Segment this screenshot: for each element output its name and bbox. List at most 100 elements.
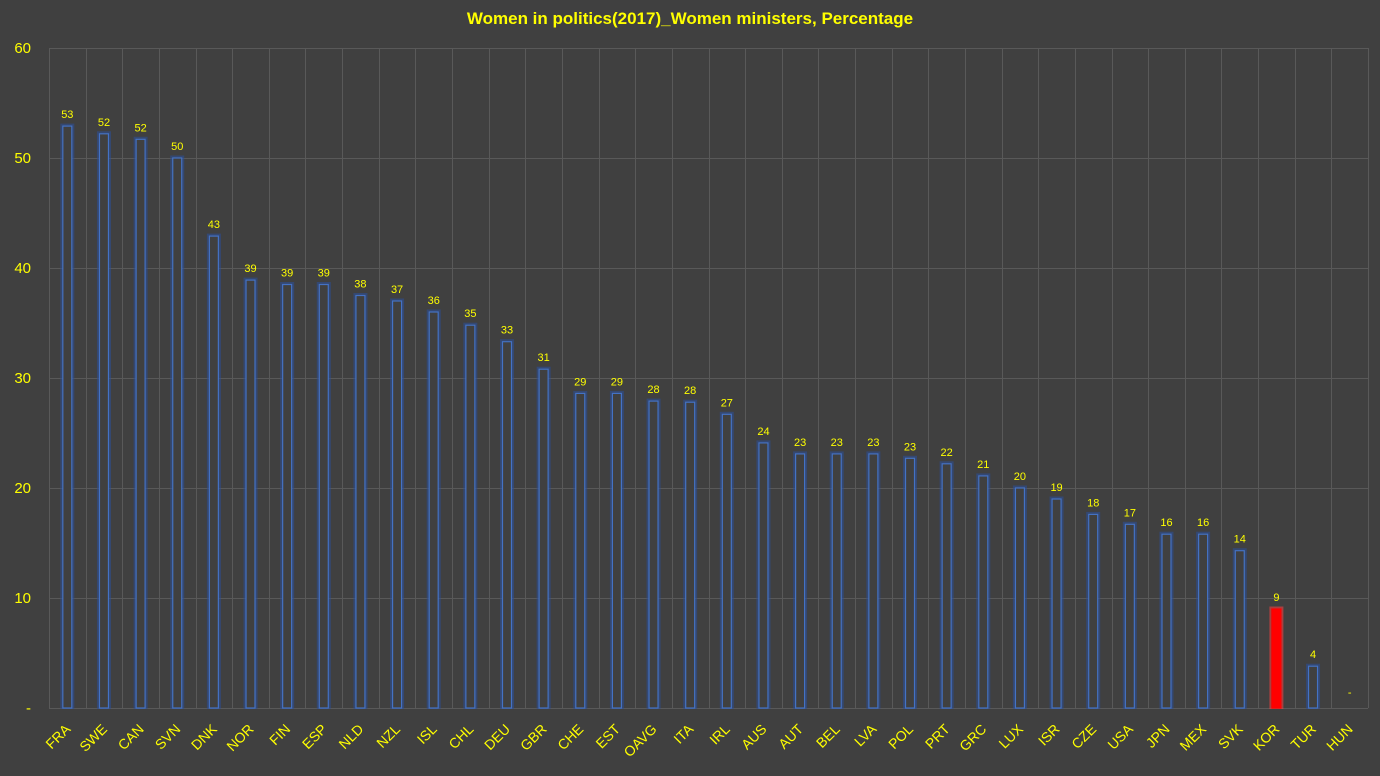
data-label: 16 bbox=[1160, 517, 1172, 529]
bar-oavg bbox=[648, 400, 659, 709]
y-tick-label: - bbox=[26, 700, 31, 717]
bar-usa bbox=[1124, 523, 1135, 709]
x-tick-label: GBR bbox=[517, 721, 550, 754]
x-tick-label: HUN bbox=[1323, 721, 1356, 754]
x-tick-label: ISR bbox=[1035, 721, 1063, 749]
x-tick-label: EST bbox=[592, 720, 623, 751]
bar-nzl bbox=[391, 300, 403, 709]
bar-che bbox=[575, 392, 586, 709]
bar-gbr bbox=[538, 368, 549, 709]
bar-lva bbox=[868, 453, 879, 709]
y-tick-label: 20 bbox=[14, 480, 31, 497]
x-tick-label: JPN bbox=[1143, 721, 1173, 751]
bar-mex bbox=[1198, 533, 1209, 709]
x-tick-label: BEL bbox=[813, 721, 843, 751]
bar-dnk bbox=[208, 235, 219, 709]
data-label: 19 bbox=[1050, 482, 1062, 494]
x-tick-label: CAN bbox=[115, 721, 147, 753]
bar-grc bbox=[978, 475, 989, 709]
x-tick-label: CHL bbox=[445, 721, 476, 752]
bar-bel bbox=[831, 453, 842, 709]
y-tick-label: 10 bbox=[14, 590, 31, 607]
bar-nld bbox=[355, 294, 366, 709]
data-label: 50 bbox=[171, 141, 183, 153]
bar-est bbox=[611, 392, 623, 709]
x-tick-label: NLD bbox=[335, 721, 366, 752]
bar-prt bbox=[941, 463, 952, 709]
data-label: 52 bbox=[134, 122, 146, 134]
data-label: 29 bbox=[574, 376, 586, 388]
bar-ita bbox=[685, 401, 696, 709]
x-tick-label: TUR bbox=[1287, 721, 1319, 753]
x-tick-label: CHE bbox=[554, 721, 586, 753]
bar-aus bbox=[758, 442, 769, 709]
data-label: 23 bbox=[831, 437, 843, 449]
x-tick-label: ISL bbox=[414, 721, 440, 747]
x-tick-label: ITA bbox=[670, 720, 696, 746]
data-label: 39 bbox=[244, 263, 256, 275]
data-label: 24 bbox=[757, 426, 769, 438]
data-label: 38 bbox=[354, 279, 366, 291]
bar-esp bbox=[318, 283, 329, 709]
x-tick-label: LUX bbox=[995, 720, 1026, 751]
data-label: 20 bbox=[1014, 471, 1026, 483]
x-tick-label: SVN bbox=[152, 721, 184, 753]
x-tick-label: KOR bbox=[1250, 721, 1283, 754]
data-label: 22 bbox=[941, 447, 953, 459]
bar-can bbox=[135, 138, 146, 709]
y-tick-label: 60 bbox=[14, 40, 31, 57]
data-label: 23 bbox=[867, 437, 879, 449]
data-label: 53 bbox=[61, 109, 73, 121]
bar-swe bbox=[98, 133, 110, 709]
bar-chl bbox=[465, 324, 476, 709]
bar-irl bbox=[721, 413, 732, 709]
bar-fra bbox=[62, 125, 73, 709]
x-tick-label: PRT bbox=[922, 720, 953, 751]
data-label: 9 bbox=[1273, 592, 1279, 604]
x-tick-label: MEX bbox=[1176, 720, 1209, 753]
x-tick-label: OAVG bbox=[620, 721, 659, 760]
x-tick-label: GRC bbox=[956, 721, 989, 754]
bar-deu bbox=[501, 341, 513, 709]
x-tick-label: DNK bbox=[188, 720, 221, 753]
x-tick-label: SVK bbox=[1215, 720, 1247, 752]
bar-fin bbox=[282, 283, 293, 709]
data-label: 27 bbox=[721, 397, 733, 409]
data-label: 16 bbox=[1197, 517, 1209, 529]
x-tick-label: ESP bbox=[299, 721, 330, 752]
data-label: 28 bbox=[684, 385, 696, 397]
data-label: 23 bbox=[904, 441, 916, 453]
bar-nor bbox=[245, 279, 256, 709]
bar-svk bbox=[1234, 550, 1245, 709]
x-tick-label: CZE bbox=[1068, 721, 1099, 752]
data-label: 31 bbox=[538, 352, 550, 364]
data-label: 23 bbox=[794, 437, 806, 449]
x-tick-label: SWE bbox=[76, 721, 110, 755]
data-label: 17 bbox=[1124, 507, 1136, 519]
data-label: 35 bbox=[464, 308, 476, 320]
x-tick-label: AUS bbox=[738, 721, 770, 753]
data-label: 21 bbox=[977, 459, 989, 471]
bar-svn bbox=[172, 157, 183, 709]
data-label: 39 bbox=[318, 268, 330, 280]
y-tick-label: 50 bbox=[14, 150, 31, 167]
x-tick-label: NOR bbox=[223, 721, 256, 754]
x-tick-label: LVA bbox=[851, 720, 880, 749]
data-label: 43 bbox=[208, 219, 220, 231]
bar-pol bbox=[904, 457, 916, 709]
y-tick-label: 40 bbox=[14, 260, 31, 277]
data-label: - bbox=[1348, 687, 1352, 699]
bar-kor bbox=[1271, 608, 1282, 709]
x-tick-label: DEU bbox=[481, 721, 513, 753]
data-label: 36 bbox=[428, 295, 440, 307]
data-label: 52 bbox=[98, 117, 110, 129]
data-label: 4 bbox=[1310, 649, 1316, 661]
x-tick-label: IRL bbox=[706, 721, 733, 748]
bar-isl bbox=[428, 311, 439, 709]
data-label: 33 bbox=[501, 325, 513, 337]
y-tick-label: 30 bbox=[14, 370, 31, 387]
x-tick-label: USA bbox=[1104, 720, 1136, 752]
bar-jpn bbox=[1161, 533, 1172, 709]
data-label: 39 bbox=[281, 268, 293, 280]
